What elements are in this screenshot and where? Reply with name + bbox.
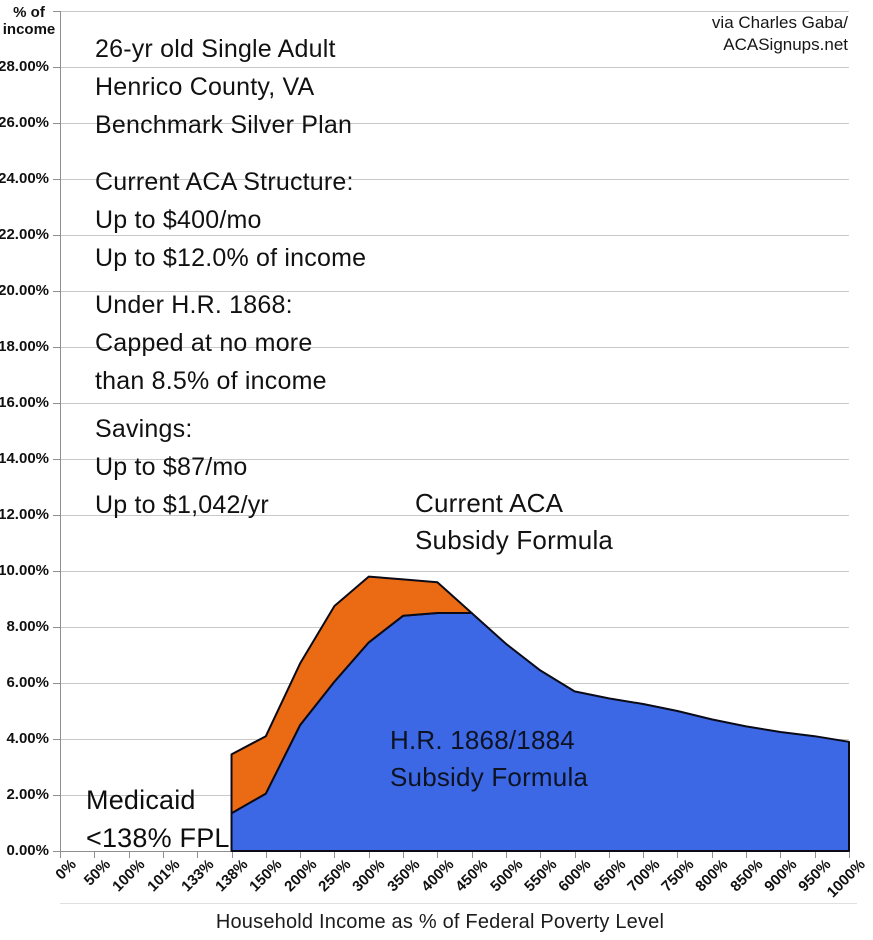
grid-and-axes [53,11,857,904]
y-tick-label: 2.00% [6,786,49,803]
y-tick-label: 0.00% [6,842,49,859]
note-block: Savings: Up to $87/mo Up to $1,042/yr [95,415,269,519]
y-tick-label: 4.00% [6,730,49,747]
y-tick-label: 6.00% [6,674,49,691]
y-tick-label: 20.00% [0,282,49,299]
y-tick-label: 28.00% [0,58,49,75]
attribution-credit: via Charles Gaba/ ACASignups.net [711,13,848,54]
y-tick-label: 10.00% [0,562,49,579]
y-tick-label: 18.00% [0,338,49,355]
note-block: 26-yr old Single Adult Henrico County, V… [95,35,353,139]
y-tick-label: 22.00% [0,226,49,243]
note-block: Under H.R. 1868: Capped at no more than … [95,291,327,395]
note-block: Current ACA Structure: Up to $400/mo Up … [95,168,367,272]
label-hr-1868-formula: H.R. 1868/1884 Subsidy Formula [390,725,589,792]
label-current-aca-formula: Current ACA Subsidy Formula [415,488,614,555]
y-tick-label: 16.00% [0,394,49,411]
y-tick-label: 24.00% [0,170,49,187]
x-axis-title: Household Income as % of Federal Poverty… [215,911,665,933]
y-tick-label: 14.00% [0,450,49,467]
current-aca-area-series [230,575,473,815]
y-tick-label: 26.00% [0,114,49,131]
y-tick-label: 8.00% [6,618,49,635]
y-axis-title: % of income [2,4,56,38]
y-tick-label: 12.00% [0,506,49,523]
label-medicaid-region: Medicaid <138% FPL [86,785,230,853]
